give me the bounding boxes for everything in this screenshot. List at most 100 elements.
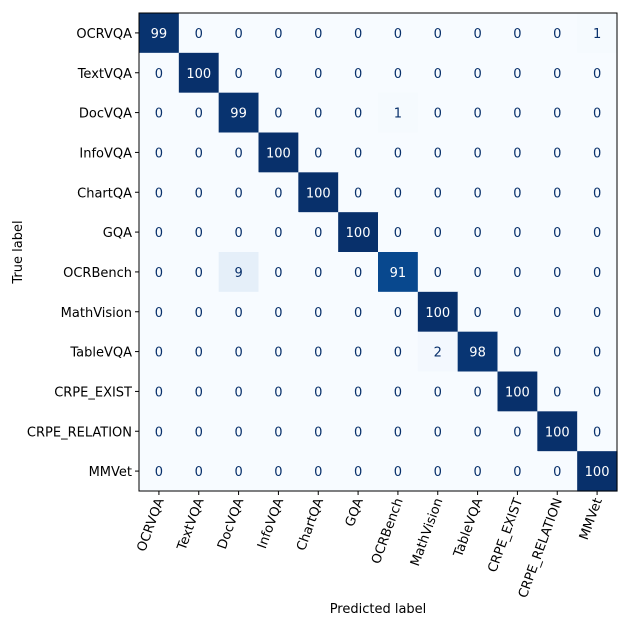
heatmap-cell [338,252,379,293]
heatmap-cell [298,371,339,412]
y-tick-label: MathVision [61,306,132,321]
cell-value-label: 0 [155,186,163,201]
x-tick-label: CRPE_RELATION [516,496,566,600]
heatmap-cell [537,291,578,333]
cell-value-label: 100 [346,226,371,241]
heatmap-cell [178,92,220,134]
heatmap-cell [417,13,459,54]
cell-value-label: 0 [234,346,242,361]
y-tick-label: OCRBench [63,266,132,281]
cell-value-label: 0 [434,385,442,400]
heatmap-cell [139,52,180,94]
cell-value-label: 0 [553,465,561,480]
cell-value-label: 0 [274,27,282,42]
heatmap-cell [139,411,180,452]
heatmap-cell [178,252,220,293]
cell-value-label: 0 [394,306,402,321]
cell-value-label: 0 [473,425,481,440]
x-tick-label: MMVet [577,496,606,542]
heatmap-cell [139,172,180,213]
heatmap-cell [139,252,180,293]
cell-value-label: 0 [195,385,203,400]
y-tick-label: CRPE_RELATION [27,425,132,440]
heatmap-cell [258,52,299,94]
heatmap-cell [218,212,260,253]
heatmap-cell [338,92,379,134]
heatmap-cell [497,13,538,54]
heatmap-cell [218,291,260,333]
x-tick-label: CRPE_EXIST [485,496,526,574]
heatmap-cell [378,92,419,134]
heatmap-cell [537,411,578,452]
heatmap-cell [497,172,538,213]
cell-value-label: 0 [354,306,362,321]
cell-value-label: 0 [354,107,362,122]
heatmap-cell [417,411,459,452]
heatmap-cell [537,371,578,412]
heatmap-cell [417,252,459,293]
heatmap-cell [417,331,459,373]
heatmap-cell [218,371,260,412]
heatmap-cell [178,371,220,412]
cell-value-label: 0 [394,346,402,361]
cell-value-label: 0 [593,107,601,122]
cell-value-label: 0 [473,27,481,42]
heatmap-cell [577,13,618,54]
heatmap-cell [298,411,339,452]
cell-value-label: 0 [234,465,242,480]
heatmap-cell [417,172,459,213]
heatmap-cell [298,331,339,373]
cell-value-label: 100 [545,425,570,440]
cell-value-label: 0 [394,27,402,42]
cell-value-label: 0 [314,67,322,82]
cell-value-label: 0 [593,425,601,440]
y-tick-labels: OCRVQA TextVQA DocVQA InfoVQA ChartQA GQA OCRB… [27,27,139,480]
heatmap-cell [218,331,260,373]
heatmap-cell [338,13,379,54]
heatmap-cell [139,331,180,373]
y-tick-label: DocVQA [79,107,132,122]
cell-value-label: 0 [513,226,521,241]
x-tick-label: DocVQA [215,496,247,551]
cell-value-label: 0 [593,67,601,82]
cell-value-label: 0 [434,67,442,82]
cell-value-label: 0 [394,385,402,400]
heatmap-cell [537,92,578,134]
heatmap-cell [457,132,499,173]
cell-value-label: 0 [593,306,601,321]
cell-value-label: 0 [553,266,561,281]
heatmap-cell [338,172,379,213]
heatmap-cell [378,411,419,452]
cell-value-label: 0 [513,186,521,201]
cell-value-label: 0 [354,27,362,42]
heatmap-cell [378,52,419,94]
cell-value-label: 0 [314,146,322,161]
cell-value-label: 0 [553,107,561,122]
heatmap-cell [577,331,618,373]
heatmap-cell [577,132,618,173]
heatmap-cell [338,371,379,412]
heatmap-cell [417,212,459,253]
heatmap-cell [577,451,618,492]
y-axis-title: True label [11,220,26,284]
cell-value-label: 0 [473,226,481,241]
heatmap-cell [537,132,578,173]
cell-value-label: 0 [354,186,362,201]
plot-frame [138,12,618,492]
heatmap-cell [258,13,299,54]
x-tick-label: InfoVQA [255,496,287,551]
heatmap-cell [258,291,299,333]
heatmap-cell [218,13,260,54]
heatmap-cell [258,212,299,253]
heatmap-cell [577,291,618,333]
heatmap-cell [497,252,538,293]
heatmap-cell [139,212,180,253]
cell-value-label: 0 [195,346,203,361]
heatmap-cell [218,52,260,94]
heatmap-cell [258,172,299,213]
heatmap-cell [178,212,220,253]
cell-value-label: 0 [195,107,203,122]
y-tick-label: CRPE_EXIST [54,385,132,400]
cell-value-label: 0 [234,186,242,201]
x-tick-label: TableVQA [451,496,487,560]
